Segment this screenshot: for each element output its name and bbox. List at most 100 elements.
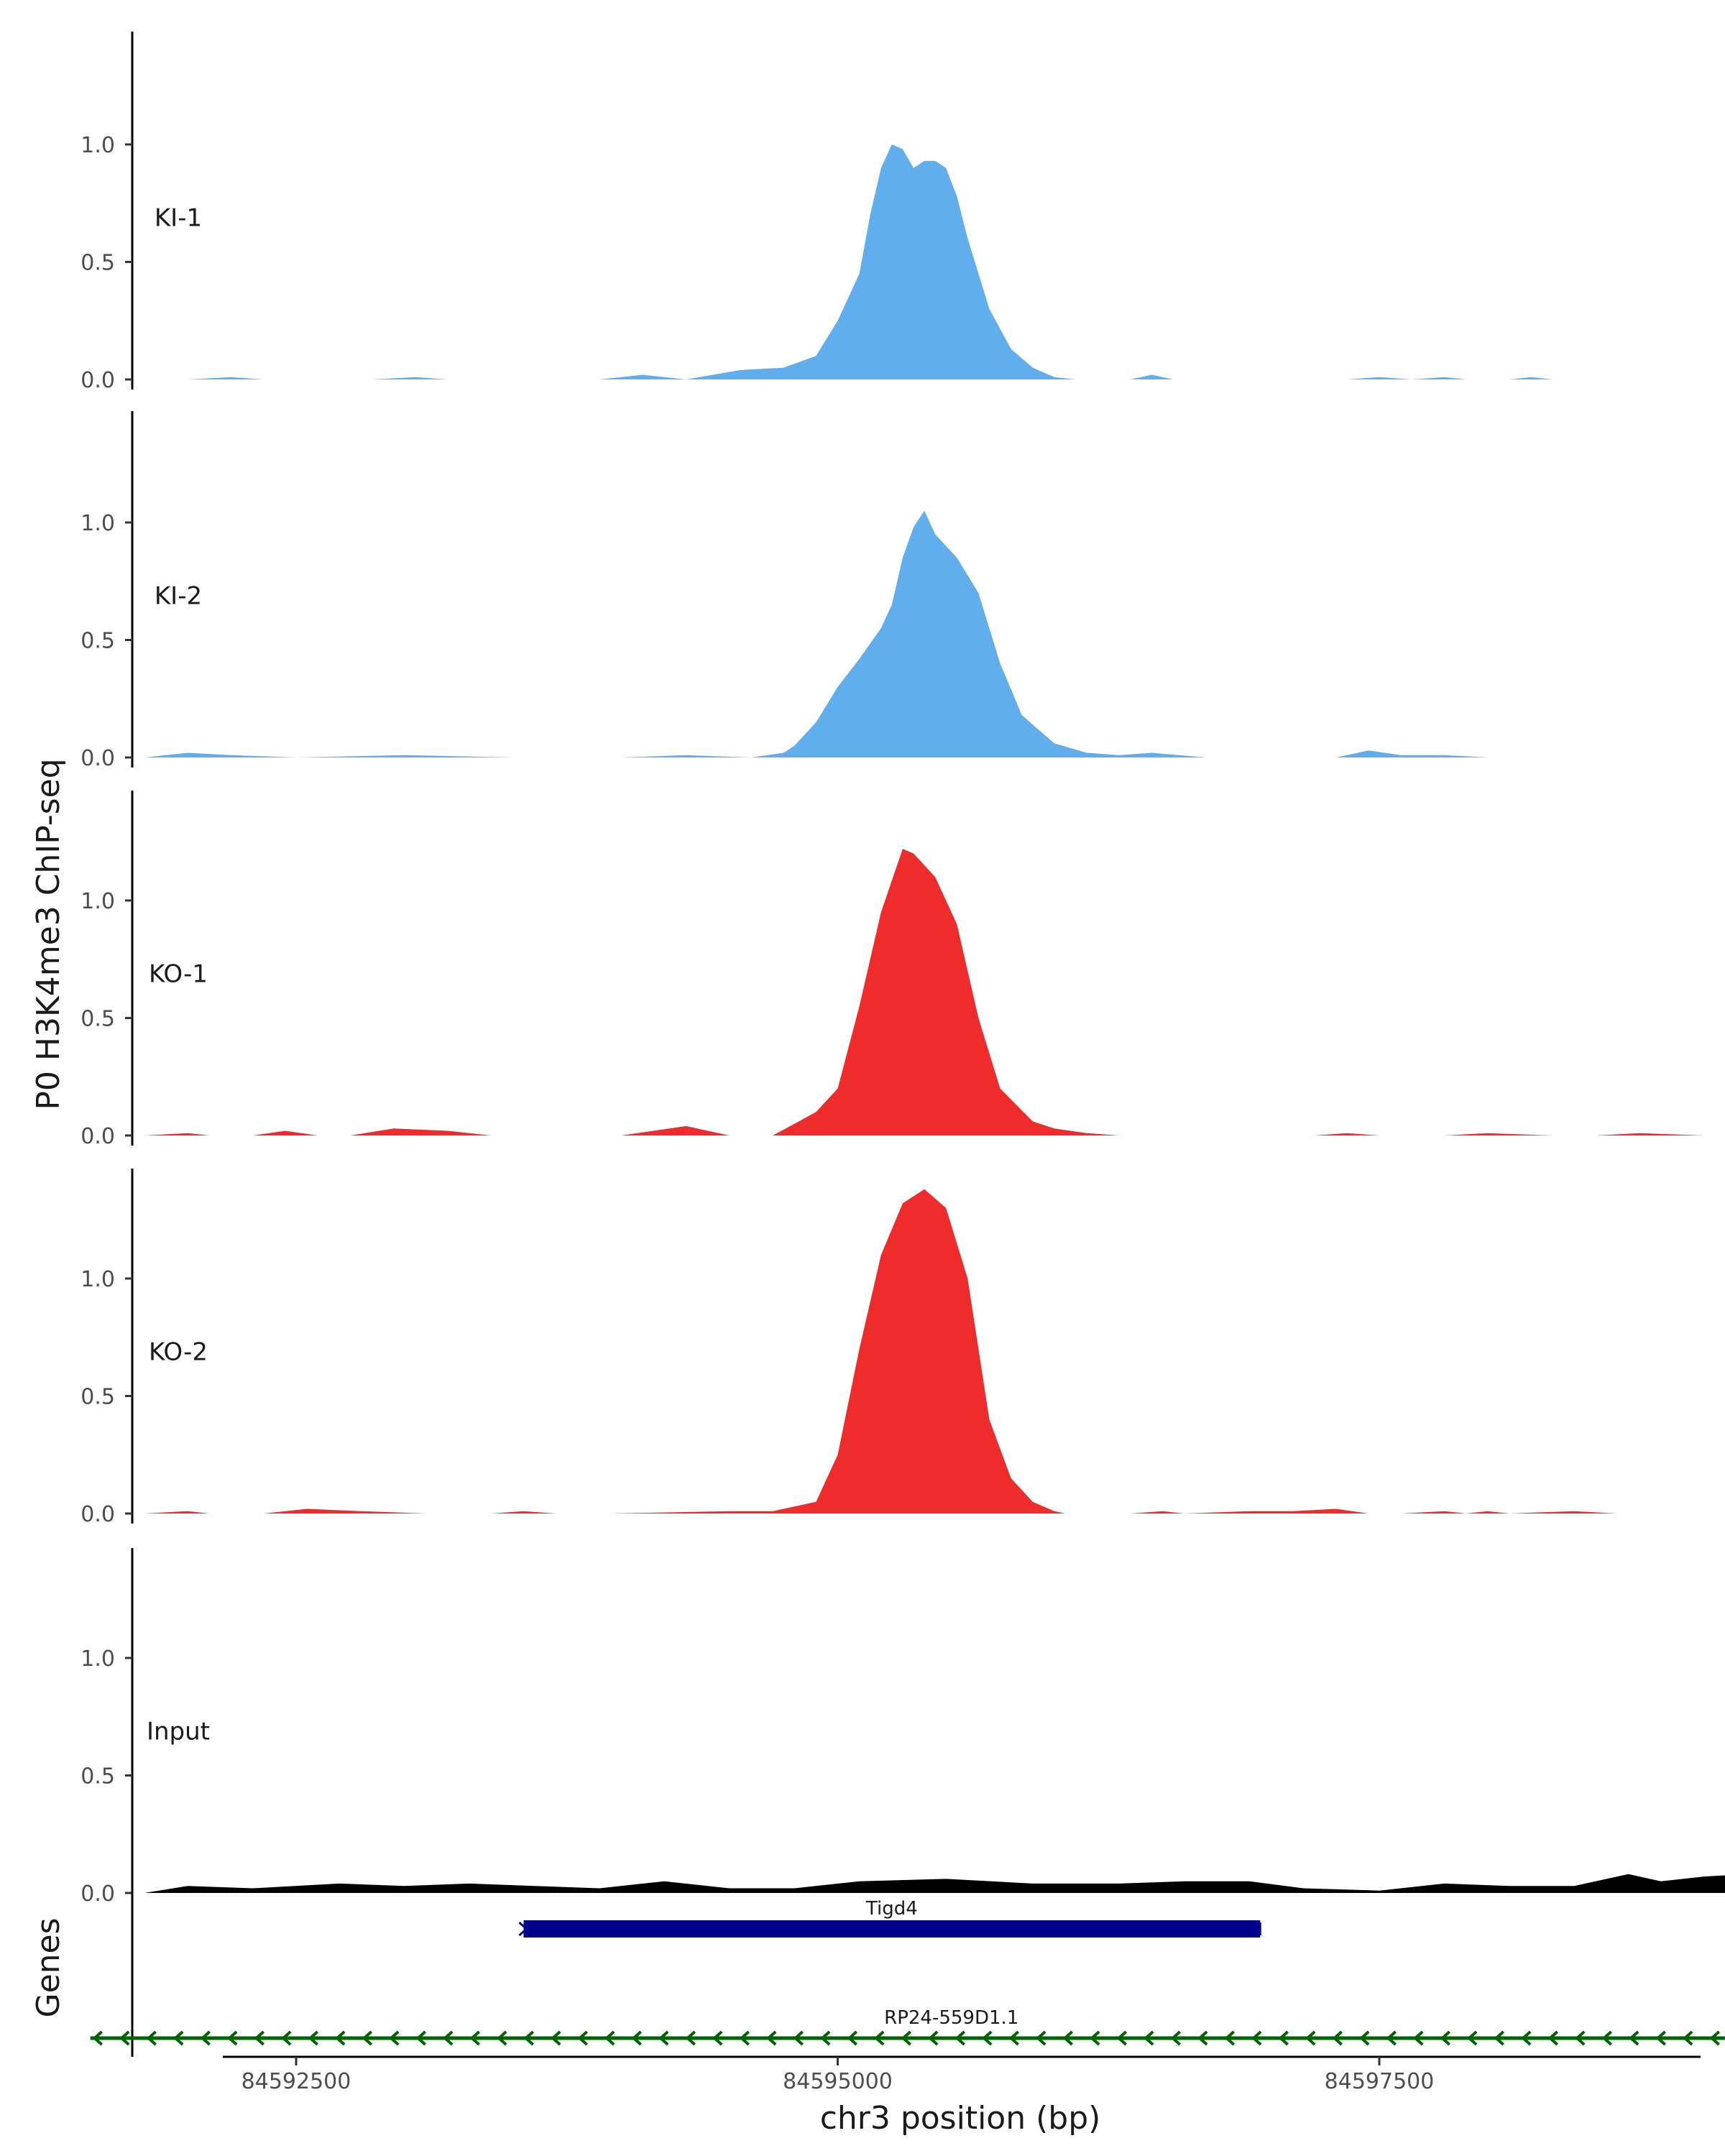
strand-arrow-icon [443, 2030, 454, 2046]
strand-arrow-icon [1197, 2030, 1208, 2046]
strand-arrow-icon [1359, 2030, 1370, 2046]
strand-arrow-icon [847, 2030, 858, 2046]
strand-arrow-icon [415, 2030, 427, 2046]
strand-arrow-icon [362, 2030, 373, 2046]
strand-arrow-icon [712, 2030, 723, 2046]
strand-arrow-icon [497, 2030, 507, 2046]
strand-arrow-icon [281, 2030, 292, 2046]
strand-arrow-icon [631, 2030, 643, 2046]
strand-arrow-icon [1386, 2030, 1397, 2046]
y-tick-label: 0.5 [80, 1764, 115, 1789]
track-label: KI-2 [155, 581, 202, 610]
signal-area-ki-1 [188, 144, 1725, 379]
y-tick-label: 1.0 [80, 133, 115, 158]
strand-arrow-icon [254, 2030, 265, 2046]
strand-arrow-icon [523, 2030, 535, 2046]
signal-area-ko-1 [144, 849, 1705, 1135]
track-input: 0.0 0.5 1.0 Input [80, 1548, 1725, 1907]
strand-arrow-icon [1521, 2030, 1532, 2046]
track-ko-1: 0.0 0.5 1.0 KO-1 [80, 791, 1705, 1149]
y-tick-label: 0.0 [80, 368, 115, 393]
strand-arrow-icon [1224, 2030, 1236, 2046]
strand-arrow-icon [766, 2030, 777, 2046]
strand-arrow-icon [1116, 2030, 1128, 2046]
strand-arrow-icon [119, 2030, 130, 2046]
gene-body [523, 1920, 1261, 1938]
strand-arrow-icon [1683, 2030, 1693, 2046]
strand-arrow-icon [1629, 2030, 1639, 2046]
gene-rp24-559d1-1: RP24-559D1.1 [90, 2007, 1725, 2046]
y-tick-label: 0.5 [80, 251, 115, 276]
strand-arrow-icon [1062, 2030, 1074, 2046]
y-tick-label: 1.0 [80, 1646, 115, 1672]
strand-arrow-icon [389, 2030, 400, 2046]
gene-label: RP24-559D1.1 [884, 2007, 1018, 2029]
track-label: Input [147, 1717, 210, 1746]
strand-arrow-icon [551, 2030, 561, 2046]
track-ko-2: 0.0 0.5 1.0 KO-2 [80, 1169, 1725, 1527]
track-label: KO-2 [149, 1337, 208, 1366]
y-tick-label: 0.5 [80, 1385, 115, 1410]
x-axis: 84592500 84595000 84597500 [223, 2055, 1701, 2094]
strand-arrow-icon [1575, 2030, 1586, 2046]
strand-arrow-icon [1036, 2030, 1046, 2046]
y-tick-label: 0.5 [80, 629, 115, 654]
strand-arrow-icon [1008, 2030, 1020, 2046]
x-axis-title: chr3 position (bp) [820, 2100, 1101, 2137]
y-tick-label: 0.5 [80, 1007, 115, 1032]
strand-arrow-icon [146, 2030, 157, 2046]
track-label: KO-1 [149, 959, 208, 988]
strand-arrow-icon [1709, 2030, 1721, 2046]
strand-arrow-icon [1440, 2030, 1451, 2046]
y-tick-label: 0.0 [80, 1881, 115, 1907]
strand-arrow-icon [577, 2030, 589, 2046]
strand-arrow-icon [308, 2030, 319, 2046]
strand-arrow-icon [874, 2030, 885, 2046]
strand-arrow-icon [173, 2030, 184, 2046]
strand-arrow-icon [1278, 2030, 1289, 2046]
strand-arrow-icon [227, 2030, 238, 2046]
strand-arrow-icon [1090, 2030, 1100, 2046]
strand-arrow-icon [1413, 2030, 1424, 2046]
strand-arrow-icon [1494, 2030, 1505, 2046]
strand-arrow-icon [1170, 2030, 1182, 2046]
strand-arrow-icon [1467, 2030, 1478, 2046]
strand-arrow-icon [1144, 2030, 1154, 2046]
signal-area-ki-2 [144, 510, 1725, 757]
signal-area-input [144, 1874, 1725, 1893]
strand-arrow-icon [658, 2030, 669, 2046]
strand-arrow-icon [1332, 2030, 1343, 2046]
strand-arrow-icon [901, 2030, 912, 2046]
strand-arrow-icon [954, 2030, 966, 2046]
y-tick-label: 0.0 [80, 1502, 115, 1527]
gene-track: Tigd4 RP24-559D1.1 [90, 1877, 1725, 2057]
strand-arrow-icon [685, 2030, 696, 2046]
strand-arrow-icon [604, 2030, 615, 2046]
strand-arrow-icon [200, 2030, 211, 2046]
y-tick-label: 1.0 [80, 1267, 115, 1292]
strand-arrow-icon [1547, 2030, 1559, 2046]
strand-arrow-icon [335, 2030, 346, 2046]
gene-label: Tigd4 [865, 1898, 918, 1920]
strand-arrow-icon [92, 2030, 104, 2046]
x-tick-label: 84592500 [242, 2069, 351, 2094]
x-tick-label: 84597500 [1325, 2069, 1435, 2094]
strand-arrow-icon [928, 2030, 939, 2046]
track-ki-2: 0.0 0.5 1.0 KI-2 [80, 411, 1725, 771]
signal-area-ko-2 [144, 1189, 1725, 1514]
strand-arrow-icon [518, 1921, 528, 1937]
y-tick-label: 1.0 [80, 889, 115, 914]
genes-axis-title: Genes [30, 1917, 67, 2017]
strand-arrow-icon [793, 2030, 804, 2046]
y-tick-label: 0.0 [80, 1124, 115, 1149]
strand-arrow-icon [820, 2030, 831, 2046]
strand-arrow-icon [469, 2030, 481, 2046]
strand-arrow-icon [1305, 2030, 1316, 2046]
track-ki-1: 0.0 0.5 1.0 KI-1 [80, 32, 1725, 393]
strand-arrow-icon [1601, 2030, 1613, 2046]
x-tick-label: 84595000 [783, 2069, 893, 2094]
strand-arrow-icon [982, 2030, 993, 2046]
strand-arrow-icon [1655, 2030, 1667, 2046]
strand-arrow-icon [1251, 2030, 1262, 2046]
